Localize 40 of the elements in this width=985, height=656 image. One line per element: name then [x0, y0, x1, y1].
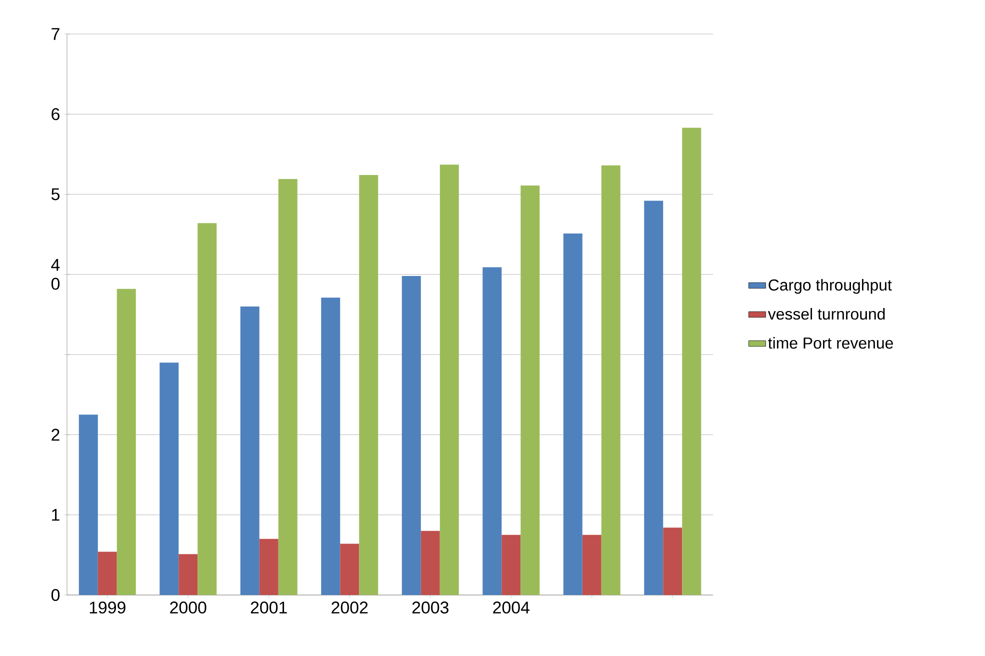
x-tick-label: 2000 — [170, 602, 206, 614]
bar — [78, 414, 98, 595]
bar — [644, 200, 664, 595]
bar — [98, 552, 117, 595]
bar — [682, 128, 702, 595]
bar — [340, 544, 360, 595]
bar — [160, 362, 179, 595]
bar — [359, 175, 378, 595]
bar — [663, 528, 682, 595]
x-tick-label: 2001 — [250, 602, 287, 614]
x-tick-label: 2002 — [332, 602, 368, 614]
bar — [440, 164, 459, 595]
y-tick-label: 4 0 — [51, 259, 60, 290]
x-tick-label: 2004 — [493, 602, 530, 614]
bar — [502, 534, 521, 595]
y-tick-label: 5 — [51, 188, 60, 200]
legend-label: vessel turnround — [768, 308, 885, 320]
bar — [563, 234, 582, 595]
y-tick-label: 7 — [52, 28, 60, 40]
bar — [321, 298, 340, 595]
bar — [582, 534, 602, 595]
bar — [402, 276, 421, 595]
bar — [178, 554, 198, 595]
bar — [278, 179, 298, 595]
bar — [259, 538, 278, 595]
y-tick-label: 6 — [52, 108, 60, 120]
bar — [420, 530, 440, 595]
y-tick-label: 0 — [51, 589, 60, 601]
legend-label: time Port revenue — [768, 337, 893, 349]
x-tick-label: 1999 — [90, 602, 126, 614]
legend-label: Cargo throughput — [768, 278, 892, 294]
y-tick-label: 1 — [52, 509, 60, 521]
bar — [116, 288, 136, 595]
bar — [240, 306, 260, 595]
bar — [198, 223, 217, 595]
bar — [520, 185, 540, 595]
y-tick-label: 2 — [52, 428, 60, 441]
bar — [601, 165, 620, 595]
x-tick-label: 2003 — [412, 602, 448, 614]
bar — [482, 267, 502, 595]
